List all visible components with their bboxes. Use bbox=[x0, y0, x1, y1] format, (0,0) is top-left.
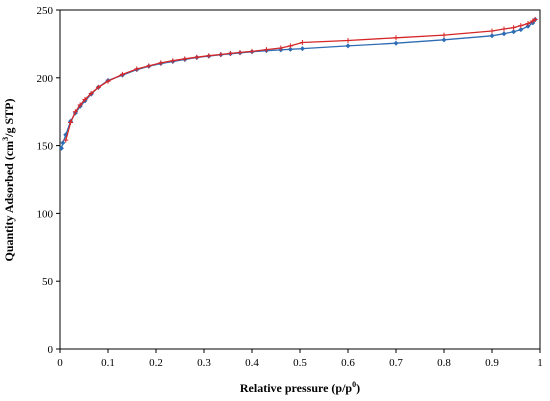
data-point bbox=[77, 102, 83, 108]
x-tick-label: 0.1 bbox=[101, 357, 115, 369]
series-layer bbox=[58, 16, 538, 151]
data-point bbox=[489, 28, 495, 34]
data-point bbox=[278, 45, 284, 51]
x-tick-label: 0.9 bbox=[485, 357, 499, 369]
data-point bbox=[206, 53, 212, 59]
data-point bbox=[105, 78, 111, 84]
x-axis-title-superscript: 0 bbox=[352, 380, 356, 389]
y-axis-ticks: 0 50 100 150 200 250 bbox=[37, 5, 60, 356]
data-point bbox=[82, 96, 88, 102]
data-point bbox=[530, 18, 536, 24]
data-point bbox=[299, 40, 305, 46]
data-point bbox=[68, 120, 74, 126]
data-point bbox=[119, 71, 125, 77]
data-point bbox=[218, 51, 224, 57]
data-point bbox=[158, 60, 164, 66]
data-point bbox=[287, 43, 293, 49]
x-tick-label: 0.3 bbox=[197, 357, 211, 369]
series-0 bbox=[58, 16, 538, 151]
data-point bbox=[518, 27, 524, 33]
data-point bbox=[299, 46, 305, 52]
x-tick-label: 0.5 bbox=[293, 357, 307, 369]
data-point bbox=[393, 40, 399, 46]
y-axis-title: Quantity Adsorbed (cm3/g STP) bbox=[1, 98, 16, 261]
y-tick-label: 250 bbox=[37, 5, 54, 17]
data-point bbox=[60, 140, 66, 146]
data-point bbox=[441, 37, 447, 43]
x-axis-title-end: ) bbox=[356, 381, 360, 395]
data-point bbox=[525, 21, 531, 27]
data-point bbox=[63, 137, 69, 143]
x-tick-label: 1 bbox=[537, 357, 543, 369]
x-axis-title: Relative pressure (p/p0) bbox=[240, 380, 360, 395]
x-tick-label: 0.7 bbox=[389, 357, 403, 369]
data-point bbox=[182, 56, 188, 62]
series-line bbox=[65, 18, 536, 141]
data-point bbox=[134, 66, 140, 72]
y-tick-label: 100 bbox=[37, 208, 54, 220]
data-point bbox=[263, 47, 269, 53]
y-axis-title-end: /g STP) bbox=[2, 98, 16, 137]
x-tick-label: 0.2 bbox=[149, 357, 163, 369]
data-point bbox=[72, 109, 78, 115]
data-point bbox=[237, 49, 243, 55]
series-line bbox=[60, 19, 536, 149]
x-tick-label: 0.8 bbox=[437, 357, 451, 369]
series-1 bbox=[63, 16, 538, 143]
data-point bbox=[170, 58, 176, 64]
plot-frame bbox=[59, 9, 541, 350]
data-point bbox=[345, 43, 351, 49]
data-point bbox=[249, 48, 255, 54]
data-point bbox=[88, 90, 94, 96]
y-tick-label: 50 bbox=[42, 276, 54, 288]
data-point bbox=[287, 46, 293, 52]
data-point bbox=[511, 29, 517, 35]
data-point bbox=[58, 145, 64, 151]
data-point bbox=[501, 26, 507, 32]
x-tick-label: 0.4 bbox=[245, 357, 259, 369]
data-point bbox=[518, 23, 524, 29]
data-point bbox=[194, 54, 200, 60]
data-point bbox=[345, 38, 351, 44]
y-tick-label: 0 bbox=[48, 344, 54, 356]
data-point bbox=[441, 32, 447, 38]
data-point bbox=[393, 35, 399, 41]
data-point bbox=[489, 33, 495, 39]
y-tick-label: 150 bbox=[37, 141, 54, 153]
data-point bbox=[227, 50, 233, 56]
data-point bbox=[95, 84, 101, 90]
y-tick-label: 200 bbox=[37, 73, 54, 85]
x-tick-label: 0 bbox=[57, 357, 63, 369]
data-point bbox=[525, 23, 531, 29]
x-tick-label: 0.6 bbox=[341, 357, 355, 369]
y-axis-title-superscript: 3 bbox=[1, 137, 10, 141]
data-point bbox=[146, 63, 152, 69]
data-point bbox=[511, 25, 517, 31]
x-axis-ticks: 0 0.1 0.2 0.3 0.4 0.5 0.6 0.7 0.8 0.9 1 bbox=[57, 349, 543, 369]
data-point bbox=[501, 31, 507, 37]
